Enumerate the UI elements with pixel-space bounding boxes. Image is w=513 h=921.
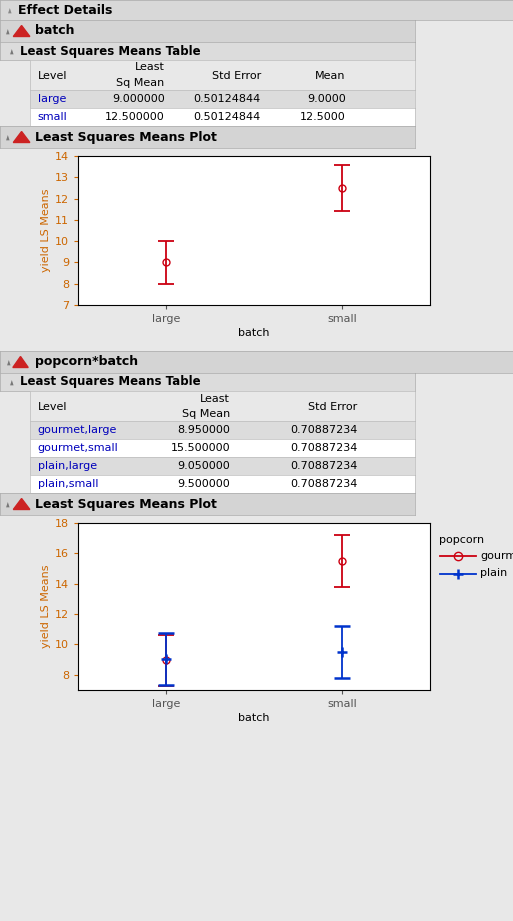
Text: plain: plain (480, 568, 507, 578)
Text: Sq Mean: Sq Mean (116, 77, 165, 87)
Text: large: large (37, 94, 66, 104)
Text: ◄: ◄ (4, 28, 10, 33)
Text: plain,large: plain,large (37, 461, 97, 471)
Text: 9.000000: 9.000000 (112, 94, 165, 104)
Y-axis label: yield LS Means: yield LS Means (41, 565, 51, 648)
Text: Level: Level (37, 71, 67, 81)
Text: Effect Details: Effect Details (18, 4, 112, 17)
Text: 0.70887234: 0.70887234 (290, 461, 357, 471)
Text: 0.70887234: 0.70887234 (290, 425, 357, 435)
Text: Level: Level (37, 402, 67, 412)
Text: ◄: ◄ (8, 48, 13, 53)
Text: 0.50124844: 0.50124844 (194, 94, 261, 104)
Text: gourmet,small: gourmet,small (37, 443, 119, 453)
Text: 0.70887234: 0.70887234 (290, 479, 357, 489)
Text: 9.050000: 9.050000 (177, 461, 230, 471)
Text: ◄: ◄ (6, 7, 12, 13)
Text: 12.500000: 12.500000 (105, 112, 165, 122)
Text: Std Error: Std Error (212, 71, 261, 81)
Text: 15.500000: 15.500000 (171, 443, 230, 453)
Text: 0.50124844: 0.50124844 (194, 112, 261, 122)
Text: Least: Least (200, 393, 230, 403)
Text: ◄: ◄ (4, 134, 10, 139)
Text: Least Squares Means Table: Least Squares Means Table (20, 44, 201, 57)
Y-axis label: yield LS Means: yield LS Means (41, 189, 51, 273)
Text: Std Error: Std Error (308, 402, 357, 412)
Text: plain,small: plain,small (37, 479, 98, 489)
X-axis label: batch: batch (238, 713, 270, 723)
Text: ◄: ◄ (5, 359, 11, 364)
Text: batch: batch (35, 25, 75, 38)
Text: ◄: ◄ (4, 501, 10, 507)
Text: popcorn*batch: popcorn*batch (35, 356, 138, 368)
Text: Least: Least (135, 63, 165, 73)
Text: ◄: ◄ (8, 379, 13, 384)
Text: gourmet: gourmet (480, 551, 513, 561)
Text: 0.70887234: 0.70887234 (290, 443, 357, 453)
Text: 9.500000: 9.500000 (177, 479, 230, 489)
Text: 12.5000: 12.5000 (300, 112, 346, 122)
X-axis label: batch: batch (238, 328, 270, 338)
Text: 9.0000: 9.0000 (307, 94, 346, 104)
Text: gourmet,large: gourmet,large (37, 425, 117, 435)
Text: Sq Mean: Sq Mean (182, 409, 230, 418)
Polygon shape (13, 26, 30, 37)
Text: 8.950000: 8.950000 (177, 425, 230, 435)
Polygon shape (13, 498, 30, 509)
Text: Least Squares Means Plot: Least Squares Means Plot (35, 497, 217, 510)
Text: Mean: Mean (315, 71, 346, 81)
Text: Least Squares Means Plot: Least Squares Means Plot (35, 131, 217, 144)
Polygon shape (13, 356, 28, 367)
Text: popcorn: popcorn (440, 535, 485, 545)
Text: Least Squares Means Table: Least Squares Means Table (20, 376, 201, 389)
Polygon shape (13, 132, 30, 143)
Text: small: small (37, 112, 67, 122)
